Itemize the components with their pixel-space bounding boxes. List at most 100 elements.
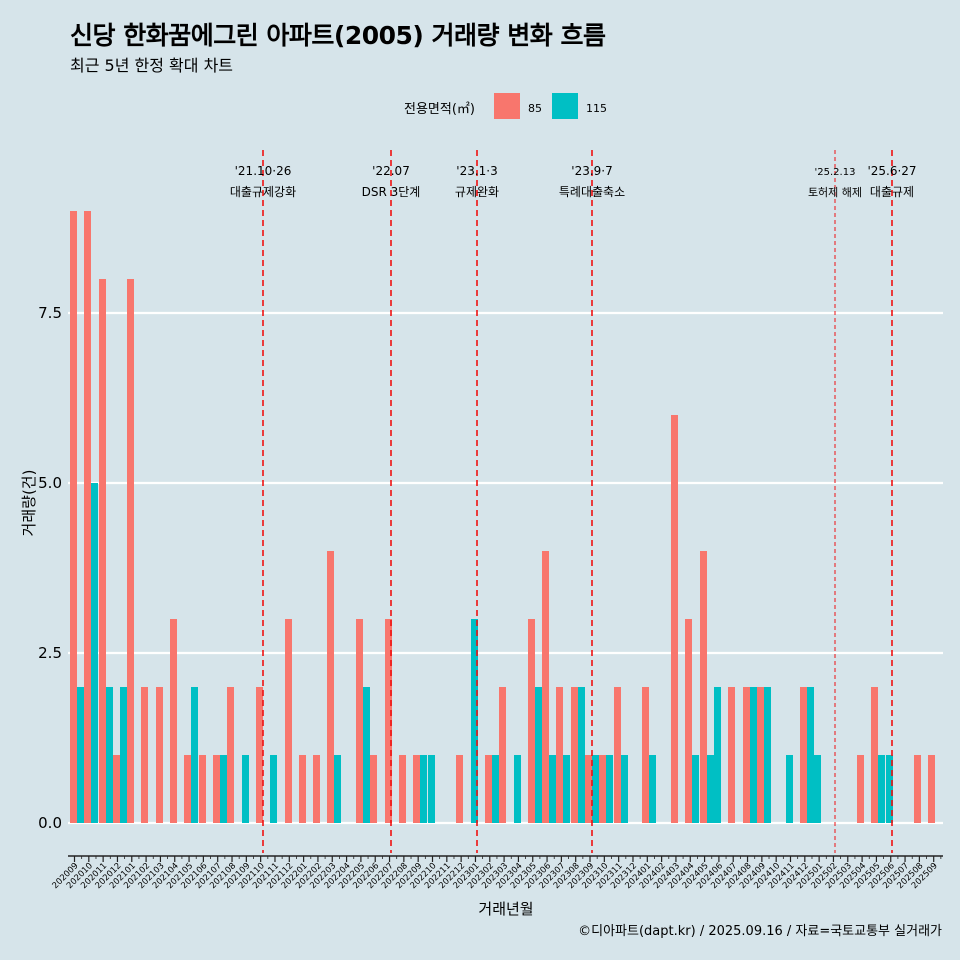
bar-85 <box>227 687 234 823</box>
bar-115 <box>334 755 341 823</box>
bar-115 <box>692 755 699 823</box>
event-label: DSR 3단계 <box>362 185 421 199</box>
x-axis: 2020092020102020112020122021012021022021… <box>51 855 943 891</box>
bar-115 <box>621 755 628 823</box>
bar-85 <box>184 755 191 823</box>
bar-85 <box>113 755 120 823</box>
bar-115 <box>514 755 521 823</box>
chart-title: 신당 한화꿈에그린 아파트(2005) 거래량 변화 흐름 <box>70 21 606 50</box>
bar-85 <box>642 687 649 823</box>
bar-85 <box>70 211 77 823</box>
bar-115 <box>492 755 499 823</box>
bar-115 <box>220 755 227 823</box>
bar-115 <box>120 687 127 823</box>
bar-115 <box>807 687 814 823</box>
y-tick-label: 2.5 <box>38 644 62 662</box>
event-date: '25.2.13 <box>815 167 856 178</box>
bar-85 <box>370 755 377 823</box>
bar-115 <box>714 687 721 823</box>
bar-85 <box>170 619 177 823</box>
bar-group <box>70 211 935 823</box>
y-tick-label: 7.5 <box>38 304 62 322</box>
bar-85 <box>928 755 935 823</box>
bar-85 <box>456 755 463 823</box>
bar-85 <box>614 687 621 823</box>
event-date: '25.6·27 <box>867 164 916 178</box>
bar-115 <box>242 755 249 823</box>
legend-label-85: 85 <box>528 102 542 115</box>
bar-115 <box>886 755 893 823</box>
x-axis-title: 거래년월 <box>478 900 533 918</box>
event-label: 대출규제 <box>870 185 914 199</box>
bar-85 <box>914 755 921 823</box>
y-axis-ticks: 0.0 2.5 5.0 7.5 <box>38 304 62 832</box>
bar-115 <box>106 687 113 823</box>
bar-85 <box>156 687 163 823</box>
bar-85 <box>857 755 864 823</box>
bar-115 <box>649 755 656 823</box>
bar-85 <box>871 687 878 823</box>
bar-115 <box>814 755 821 823</box>
y-tick-label: 0.0 <box>38 814 62 832</box>
bar-85 <box>599 755 606 823</box>
bar-85 <box>127 279 134 823</box>
bar-85 <box>84 211 91 823</box>
legend-title: 전용면적(㎡) <box>404 102 475 117</box>
event-label: 규제완화 <box>455 185 499 199</box>
event-date: '22.07 <box>372 164 410 178</box>
bar-115 <box>592 755 599 823</box>
bar-115 <box>471 619 478 823</box>
bar-85 <box>99 279 106 823</box>
bar-85 <box>556 687 563 823</box>
bar-115 <box>191 687 198 823</box>
bar-115 <box>878 755 885 823</box>
bar-85 <box>199 755 206 823</box>
bar-85 <box>528 619 535 823</box>
bar-85 <box>385 619 392 823</box>
bar-85 <box>542 551 549 823</box>
bar-85 <box>285 619 292 823</box>
legend-label-115: 115 <box>586 102 607 115</box>
legend-swatch-115 <box>552 93 578 119</box>
bar-85 <box>757 687 764 823</box>
bar-85 <box>399 755 406 823</box>
bar-115 <box>764 687 771 823</box>
source-caption: ©디아파트(dapt.kr) / 2025.09.16 / 자료=국토교통부 실… <box>578 924 942 939</box>
bar-85 <box>327 551 334 823</box>
bar-85 <box>700 551 707 823</box>
bar-115 <box>535 687 542 823</box>
event-label: 특례대출축소 <box>559 185 625 199</box>
bar-85 <box>571 687 578 823</box>
bar-85 <box>728 687 735 823</box>
event-date: '21.10·26 <box>235 164 292 178</box>
bar-115 <box>428 755 435 823</box>
event-label: 토허제 해제 <box>808 185 862 199</box>
bar-115 <box>91 483 98 823</box>
bar-115 <box>750 687 757 823</box>
y-axis-title: 거래량(건) <box>20 470 38 537</box>
bar-115 <box>786 755 793 823</box>
bar-115 <box>77 687 84 823</box>
bar-85 <box>671 415 678 823</box>
bar-115 <box>363 687 370 823</box>
bar-85 <box>800 687 807 823</box>
event-date: '23.9·7 <box>571 164 612 178</box>
bar-115 <box>707 755 714 823</box>
bar-85 <box>213 755 220 823</box>
bar-85 <box>256 687 263 823</box>
bar-85 <box>313 755 320 823</box>
event-markers: '21.10·26 대출규제강화 '22.07 DSR 3단계 '23.1·3 규제완화 '… <box>230 150 917 853</box>
bar-115 <box>606 755 613 823</box>
event-date: '23.1·3 <box>456 164 497 178</box>
y-tick-label: 5.0 <box>38 474 62 492</box>
bar-85 <box>299 755 306 823</box>
chart-subtitle: 최근 5년 한정 확대 차트 <box>70 56 234 75</box>
bar-85 <box>585 755 592 823</box>
bar-85 <box>685 619 692 823</box>
bar-115 <box>549 755 556 823</box>
bar-115 <box>563 755 570 823</box>
bar-85 <box>356 619 363 823</box>
bar-85 <box>743 687 750 823</box>
bar-85 <box>485 755 492 823</box>
